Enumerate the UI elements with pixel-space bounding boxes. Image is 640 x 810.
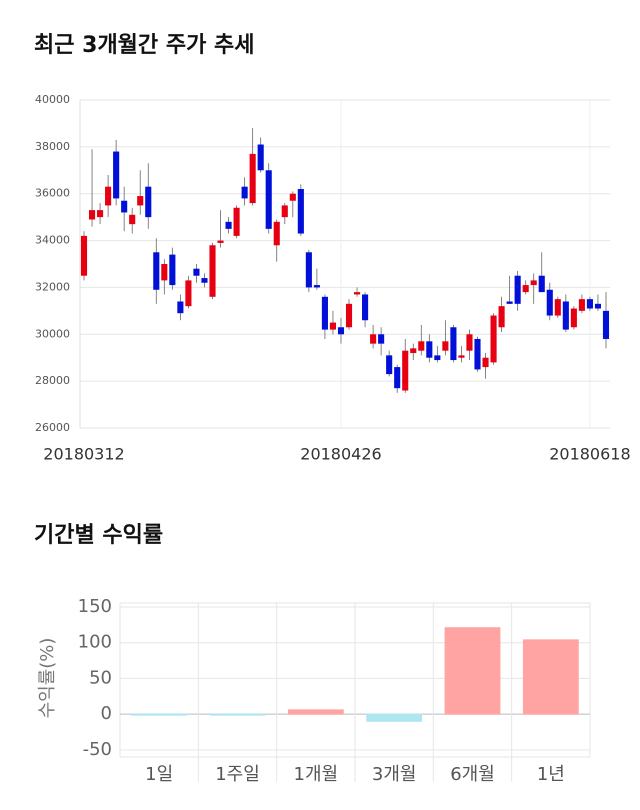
- y-tick-label: 150: [78, 596, 112, 617]
- y-tick-label: 30000: [35, 327, 70, 340]
- bar: [522, 639, 579, 715]
- candle-body: [193, 268, 200, 276]
- x-tick-label: 1주일: [215, 764, 260, 785]
- candle-body: [137, 196, 144, 206]
- candle-body: [554, 299, 561, 316]
- candle-body: [538, 275, 545, 293]
- candle-body: [458, 355, 465, 358]
- candle-body: [281, 205, 288, 218]
- candle-body: [153, 252, 160, 290]
- candle-body: [273, 221, 280, 246]
- candle-body: [434, 355, 441, 361]
- y-tick-label: -50: [83, 739, 112, 760]
- candle-body: [121, 200, 128, 213]
- candle-body: [97, 210, 104, 218]
- candle-body: [241, 186, 248, 199]
- y-tick-label: 32000: [35, 280, 70, 293]
- candle-body: [305, 252, 312, 288]
- candle-body: [474, 338, 481, 370]
- candle-body: [466, 334, 473, 351]
- candle-body: [394, 367, 401, 389]
- chart-title: 기간별 수익률: [34, 523, 163, 548]
- candle-body: [410, 348, 417, 354]
- candle-body: [378, 334, 385, 344]
- candle-body: [482, 357, 489, 368]
- candle-body: [337, 327, 345, 335]
- candle-body: [265, 170, 272, 229]
- chart-title: 최근 3개월간 주가 추세: [34, 33, 254, 58]
- candle-body: [209, 245, 216, 297]
- candle-body: [329, 322, 337, 330]
- bar: [209, 713, 266, 716]
- candle-body: [129, 214, 136, 225]
- candle-body: [297, 189, 304, 234]
- candle-body: [562, 301, 569, 330]
- x-tick-label: 6개월: [450, 764, 495, 785]
- y-axis-label: 수익률(%): [37, 638, 58, 719]
- x-tick-label: 1일: [145, 764, 173, 785]
- candle-body: [353, 292, 361, 295]
- candle-body: [289, 193, 296, 201]
- candle-body: [217, 240, 224, 243]
- x-tick-label: 3개월: [372, 764, 417, 785]
- candle-body: [498, 306, 505, 328]
- x-tick-label: 20180618: [549, 445, 630, 464]
- candle-body: [249, 153, 256, 204]
- bar: [131, 713, 188, 716]
- candle-body: [161, 264, 168, 281]
- candle-body: [578, 299, 585, 311]
- y-tick-label: 40000: [35, 93, 70, 106]
- candle-body: [80, 235, 88, 276]
- candle-body: [113, 151, 120, 199]
- bar: [366, 713, 423, 722]
- candle-body: [522, 285, 529, 293]
- y-tick-label: 26000: [35, 421, 70, 434]
- candle-body: [418, 341, 425, 351]
- candle-body: [490, 315, 497, 363]
- candle-body: [345, 303, 353, 328]
- candle-body: [225, 221, 232, 229]
- candle-body: [257, 144, 264, 171]
- candle-body: [233, 207, 240, 236]
- candle-body: [602, 310, 610, 339]
- candle-body: [201, 278, 208, 283]
- candle-body: [386, 355, 393, 375]
- candle-body: [426, 341, 433, 358]
- candle-body: [169, 254, 176, 286]
- y-tick-label: 28000: [35, 374, 70, 387]
- x-tick-label: 20180312: [43, 445, 124, 464]
- candle-body: [177, 301, 184, 314]
- candle-body: [570, 308, 577, 328]
- candle-body: [370, 334, 377, 344]
- y-tick-label: 100: [78, 632, 112, 653]
- candle-body: [88, 210, 96, 220]
- y-tick-label: 38000: [35, 140, 70, 153]
- candle-body: [105, 186, 112, 206]
- candle-body: [185, 280, 192, 307]
- y-tick-label: 0: [101, 703, 112, 724]
- bar: [287, 709, 344, 715]
- candle-body: [586, 299, 593, 309]
- candle-body: [321, 296, 328, 330]
- candle-body: [402, 350, 409, 391]
- x-tick-label: 1개월: [294, 764, 339, 785]
- candle-body: [145, 186, 152, 218]
- candle-body: [546, 289, 553, 316]
- candle-body: [450, 327, 457, 361]
- candle-body: [313, 285, 320, 288]
- candle-body: [362, 294, 369, 321]
- x-tick-label: 1년: [537, 764, 565, 785]
- candle-body: [594, 303, 602, 309]
- candle-body: [506, 301, 513, 304]
- candle-body: [530, 280, 537, 286]
- bar: [444, 627, 501, 715]
- y-tick-label: 50: [89, 667, 112, 688]
- y-tick-label: 36000: [35, 187, 70, 200]
- x-tick-label: 20180426: [300, 445, 381, 464]
- y-tick-label: 34000: [35, 234, 70, 247]
- candle-body: [514, 275, 521, 304]
- candle-body: [442, 341, 449, 351]
